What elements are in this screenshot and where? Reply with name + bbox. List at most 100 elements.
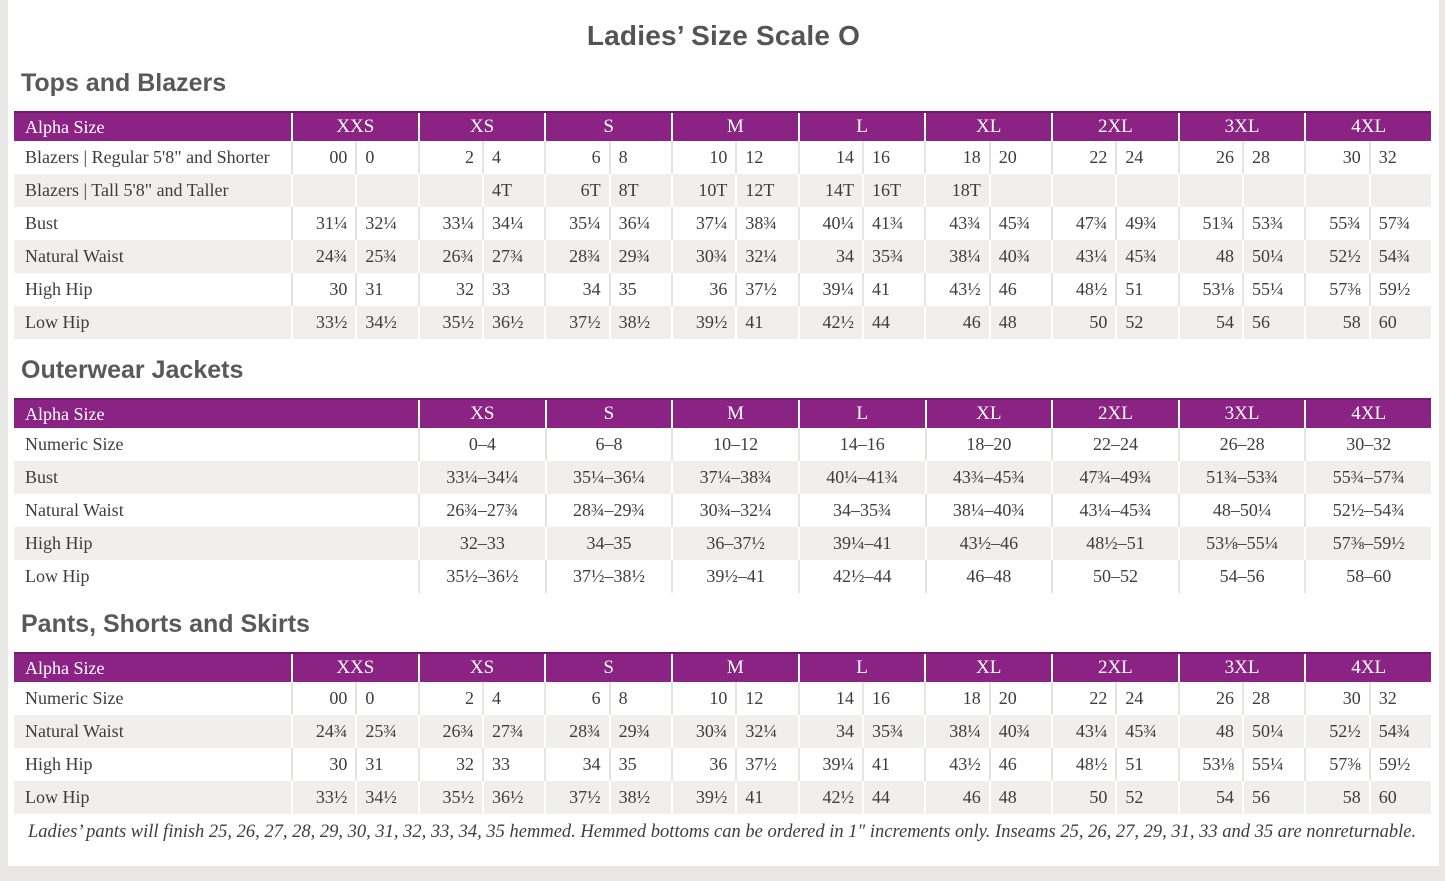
- size-value: 26: [1216, 688, 1235, 708]
- section-title-tops-and-blazers: Tops and Blazers: [21, 69, 227, 97]
- size-cell-pair: 4T: [417, 174, 545, 207]
- size-value: 37½: [569, 787, 601, 807]
- size-cell-pair: [1304, 174, 1431, 207]
- size-value: 00: [329, 688, 348, 708]
- size-value: 10: [709, 688, 728, 708]
- size-value: 56: [1242, 306, 1304, 339]
- row-label: Natural Waist: [25, 721, 124, 741]
- section-tops-and-blazers: Tops and Blazers Alpha Size XXS XS S M L XL 2XL…: [8, 69, 1439, 339]
- header-size-s: S: [544, 654, 671, 682]
- size-cell-pair: 39¼ 41: [797, 273, 925, 306]
- size-value: 31: [355, 273, 417, 306]
- size-value: 22–24: [1051, 428, 1178, 461]
- size-value: 57⅜: [1329, 279, 1361, 299]
- size-value: 47¾: [1075, 213, 1108, 233]
- size-value: 48–50¼: [1177, 494, 1305, 527]
- size-cell-pair: 34 35¾: [797, 240, 925, 273]
- page-title: Ladies’ Size Scale O: [586, 20, 861, 51]
- size-value: 30¾–32¼: [671, 494, 798, 527]
- size-value: 32: [456, 754, 474, 774]
- size-value: 30¾: [695, 721, 728, 741]
- header-size-4xl: 4XL: [1304, 654, 1431, 682]
- size-value: 37½: [735, 748, 797, 781]
- size-value: 46: [988, 273, 1051, 306]
- header-size-3xl: 3XL: [1177, 400, 1305, 428]
- size-cell-pair: 52½ 54¾: [1304, 715, 1431, 748]
- size-value: 34–35¾: [797, 494, 925, 527]
- size-value: 24: [1115, 682, 1177, 715]
- size-value: 43¼: [1075, 246, 1108, 266]
- size-value: [1053, 174, 1115, 207]
- size-value: 12T: [735, 174, 797, 207]
- size-value: 25¾: [355, 240, 417, 273]
- size-value: 50–52: [1051, 560, 1178, 593]
- size-value: [1115, 174, 1177, 207]
- size-value: 54–56: [1177, 560, 1305, 593]
- size-value: 51¾: [1202, 213, 1235, 233]
- size-value: 50¼: [1242, 240, 1304, 273]
- section-title-outerwear-jackets: Outerwear Jackets: [21, 356, 244, 384]
- size-value: 53⅛: [1202, 279, 1235, 299]
- row-label: Numeric Size: [25, 688, 124, 708]
- size-value: 48: [988, 781, 1051, 814]
- size-value: 38¼–40¾: [924, 494, 1052, 527]
- row-label: Bust: [25, 467, 59, 487]
- size-value: 33: [482, 273, 544, 306]
- size-cell-pair: 42½ 44: [797, 781, 925, 814]
- size-value: 38¼: [949, 246, 981, 266]
- size-cell-pair: 46 48: [924, 781, 1051, 814]
- size-value: 55¼: [1242, 273, 1304, 306]
- size-value: 43¾: [949, 213, 981, 233]
- size-value: 43¾–45¾: [924, 461, 1052, 494]
- size-value: 55¾: [1329, 213, 1361, 233]
- size-value: 22: [1089, 147, 1108, 167]
- size-value: 43½: [949, 279, 981, 299]
- size-value: 38¾: [735, 207, 797, 240]
- size-value: 4T: [482, 174, 544, 207]
- size-cell-pair: 37½ 38½: [544, 781, 671, 814]
- size-value: 58–60: [1304, 560, 1431, 593]
- size-value: 35¾: [862, 715, 924, 748]
- table-row: Low Hip 33½ 34½ 35½ 36½ 37½ 38½ 39½ 41 42½ 44 46 48 5…: [14, 306, 1431, 339]
- table-row: Low Hip 35½–36½ 37½–38½ 39½–41 42½–44 46–48 50…: [14, 560, 1431, 593]
- size-value: 55¼: [1242, 748, 1304, 781]
- table-header-row: Alpha Size XXS XS S M L XL 2XL 3XL 4XL: [14, 652, 1431, 682]
- size-cell-pair: 37½ 38½: [544, 306, 671, 339]
- row-label: Natural Waist: [25, 500, 124, 520]
- size-value: 56: [1242, 781, 1304, 814]
- size-cell-pair: 18 20: [924, 682, 1051, 715]
- size-value: 35½: [442, 312, 475, 332]
- size-value: 38½: [608, 306, 671, 339]
- header-size-s: S: [544, 400, 672, 428]
- size-value: 41: [862, 748, 924, 781]
- size-value: 60: [1368, 306, 1431, 339]
- size-cell-pair: 32 33: [417, 273, 545, 306]
- table-row: High Hip 30 31 32 33 34 35 36 37½ 39¼ 41 43½ 46 48½ 51…: [14, 748, 1431, 781]
- size-cell-pair: 14 16: [797, 682, 925, 715]
- size-cell-pair: 48 50¼: [1177, 715, 1305, 748]
- size-value: 42½: [822, 787, 855, 807]
- size-cell-pair: 58 60: [1304, 781, 1431, 814]
- size-value: 53¾: [1242, 207, 1304, 240]
- size-value: 50: [1089, 787, 1108, 807]
- size-value: 51: [1115, 748, 1177, 781]
- size-value: 6: [591, 147, 601, 167]
- header-size-xs: XS: [417, 654, 545, 682]
- size-value: 37¼: [695, 213, 728, 233]
- row-label: Natural Waist: [25, 246, 124, 266]
- row-label: Low Hip: [25, 312, 90, 332]
- header-size-2xl: 2XL: [1051, 654, 1178, 682]
- size-value: 40¾: [988, 240, 1051, 273]
- size-cell-pair: 30 32: [1304, 141, 1431, 174]
- size-value: 37½: [735, 273, 797, 306]
- table-row: Natural Waist 24¾ 25¾ 26¾ 27¾ 28¾ 29¾ 30¾ 32¼ 34 3…: [14, 715, 1431, 748]
- table-row: High Hip 32–33 34–35 36–37½ 39¼–41 43½–46 48½–…: [14, 527, 1431, 560]
- size-value: 52: [1115, 306, 1177, 339]
- size-value: 28: [1242, 141, 1304, 174]
- size-value: 38¼: [949, 721, 981, 741]
- table-row: Numeric Size 0–4 6–8 10–12 14–16 18–20 22–24 26…: [14, 428, 1431, 461]
- size-cell-pair: [1177, 174, 1305, 207]
- header-size-xl: XL: [924, 400, 1052, 428]
- table-row: Blazers | Tall 5'8" and Taller 4T 6T 8T 10T 1…: [14, 174, 1431, 207]
